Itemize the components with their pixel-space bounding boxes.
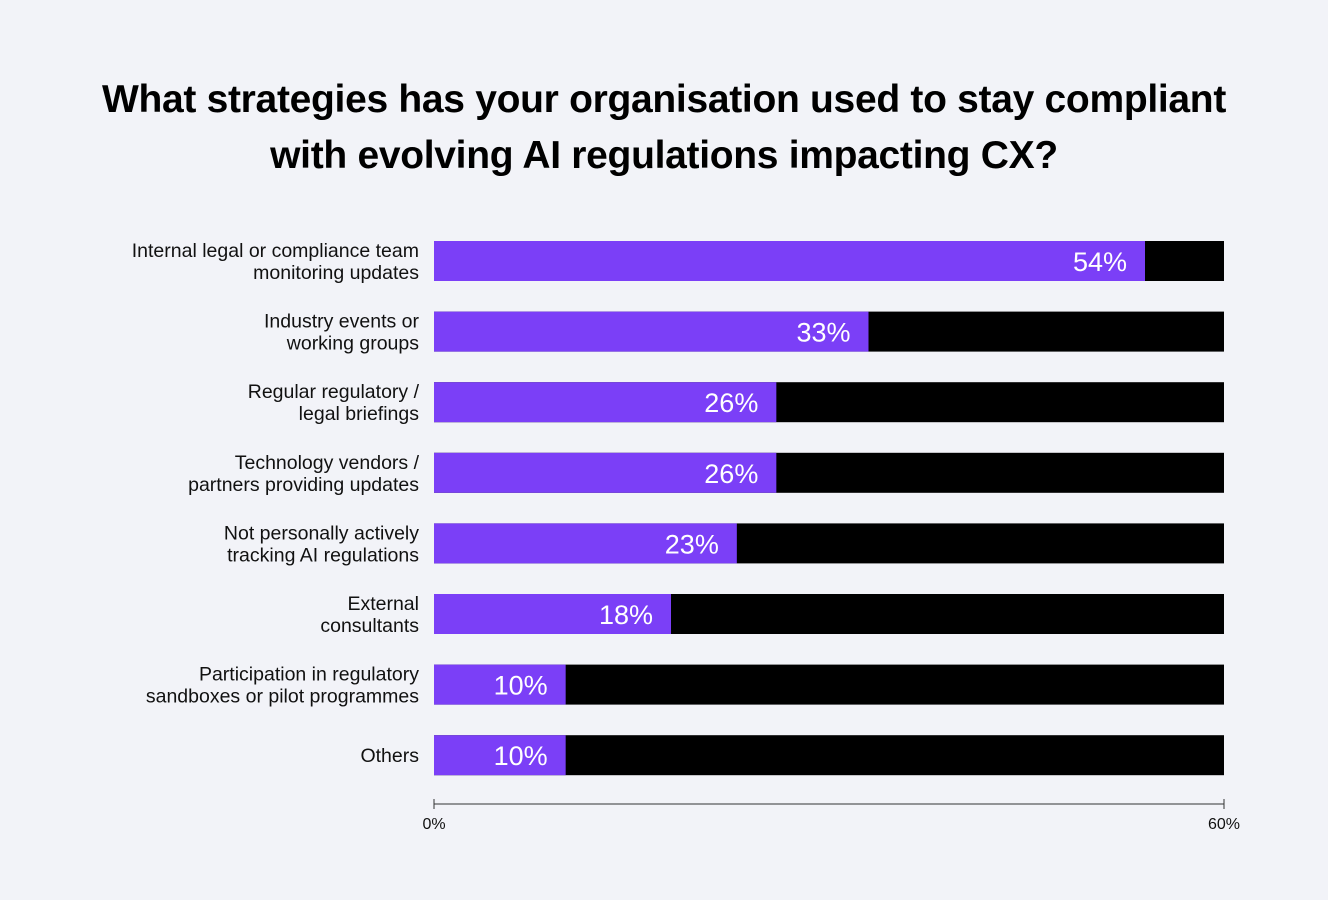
bar-value-label: 26% (704, 459, 758, 489)
bar-value-label: 54% (1073, 247, 1127, 277)
bar-value-label: 33% (796, 318, 850, 348)
bar-value-label: 26% (704, 388, 758, 418)
category-label: partners providing updates (188, 474, 419, 496)
x-tick-label: 60% (1208, 816, 1240, 833)
bar (434, 241, 1145, 281)
bar (434, 664, 566, 705)
category-label: tracking AI regulations (227, 544, 419, 566)
x-tick-label: 0% (422, 816, 445, 833)
chart-title-line-1: What strategies has your organisation us… (101, 78, 1227, 121)
bar (434, 523, 737, 564)
bar (434, 452, 777, 493)
category-label: consultants (320, 615, 419, 637)
bar-value-label: 23% (665, 529, 719, 559)
category-label: Industry events or (264, 311, 419, 333)
bar (434, 311, 869, 352)
category-label: monitoring updates (253, 262, 419, 284)
bar-value-label: 18% (599, 600, 653, 630)
bar (434, 735, 566, 776)
category-label: working groups (286, 333, 419, 355)
category-label: Participation in regulatory (199, 664, 419, 686)
category-label: External (347, 593, 419, 615)
category-label: Not personally actively (224, 522, 419, 544)
bar (434, 594, 671, 634)
category-label: Internal legal or compliance team (132, 240, 419, 262)
bar-value-label: 10% (494, 671, 548, 701)
bar-value-label: 10% (494, 741, 548, 771)
category-label: Regular regulatory / (248, 381, 420, 403)
chart-title: What strategies has your organisation us… (0, 72, 1328, 184)
bar (434, 382, 777, 423)
category-label: Technology vendors / (235, 452, 420, 474)
category-label: sandboxes or pilot programmes (146, 686, 419, 708)
chart-title-line-2: with evolving AI regulations impacting C… (270, 134, 1058, 177)
category-label: Others (360, 745, 419, 767)
category-label: legal briefings (299, 403, 420, 425)
